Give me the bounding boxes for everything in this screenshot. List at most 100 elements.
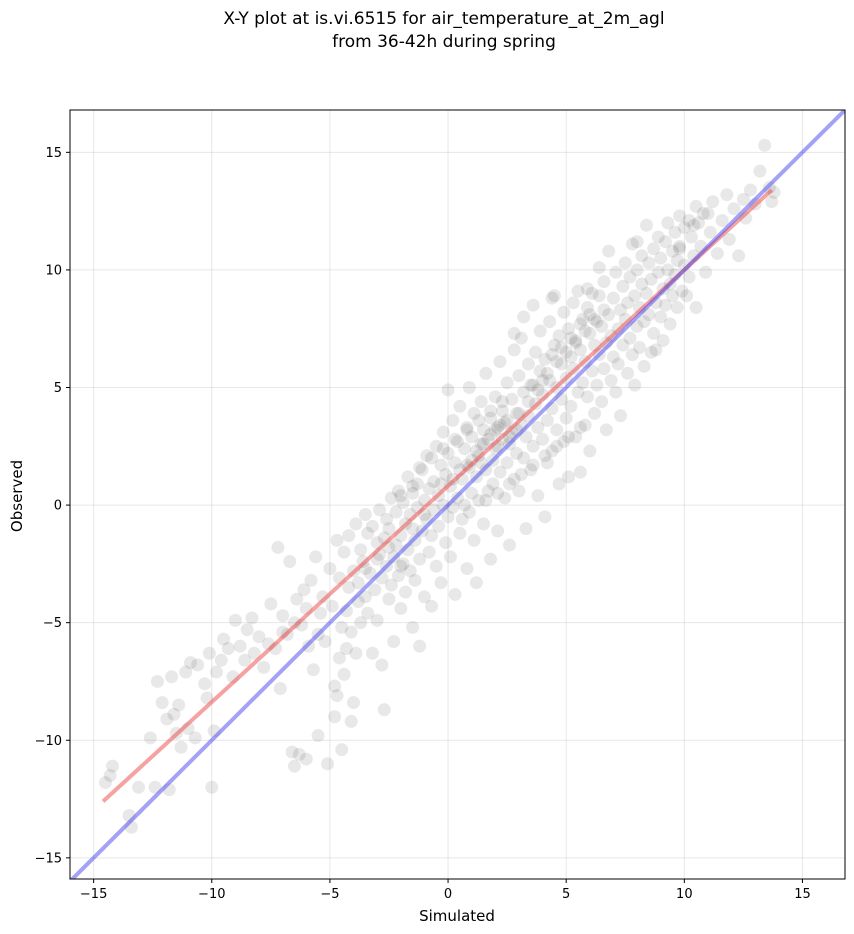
scatter-point [406, 486, 420, 500]
scatter-point [521, 409, 535, 423]
grid-lines [70, 110, 845, 879]
scatter-point [566, 296, 580, 310]
scatter-point [106, 759, 120, 773]
scatter-point [344, 714, 358, 728]
scatter-point [706, 195, 720, 209]
scatter-point [439, 536, 453, 550]
scatter-point [517, 451, 531, 465]
scatter-point [517, 385, 531, 399]
scatter-point [98, 776, 112, 790]
scatter-point [736, 192, 750, 206]
scatter-point [252, 630, 266, 644]
scatter-point [621, 366, 635, 380]
scatter-point [391, 484, 405, 498]
scatter-point [313, 606, 327, 620]
scatter-point [304, 573, 318, 587]
scatter-point [396, 557, 410, 571]
scatter-point [673, 239, 687, 253]
scatter-point [677, 221, 691, 235]
scatter-point [521, 357, 535, 371]
scatter-point [387, 634, 401, 648]
scatter-point [245, 611, 259, 625]
scatter-point [512, 369, 526, 383]
scatter-point [609, 265, 623, 279]
scatter-point [569, 430, 583, 444]
scatter-point [217, 632, 231, 646]
scatter-point [273, 682, 287, 696]
y-tick-label: −5 [43, 616, 62, 631]
scatter-point [344, 625, 358, 639]
scatter-point [361, 606, 375, 620]
scatter-point [394, 559, 408, 573]
scatter-point [406, 620, 420, 634]
scatter-point [488, 390, 502, 404]
scatter-point [658, 235, 672, 249]
y-tick-label: 0 [54, 499, 62, 514]
scatter-point [573, 420, 587, 434]
scatter-point [550, 355, 564, 369]
scatter-point [479, 366, 493, 380]
chart-title-line-1: X-Y plot at is.vi.6515 for air_temperatu… [223, 9, 664, 29]
scatter-point [536, 373, 550, 387]
scatter-point [349, 646, 363, 660]
scatter-point [743, 183, 757, 197]
scatter-point [484, 552, 498, 566]
scatter-point [453, 399, 467, 413]
scatter-point [373, 503, 387, 517]
scatter-point [476, 517, 490, 531]
scatter-point [585, 364, 599, 378]
scatter-point [628, 289, 642, 303]
scatter-point [323, 562, 337, 576]
axis-ticks: −15 −10 −5 0 5 10 15 −15 −10 −5 0 5 10 15 [35, 146, 811, 902]
scatter-point [484, 428, 498, 442]
x-tick-label: 15 [794, 887, 811, 902]
data-points [98, 138, 781, 834]
scatter-point [382, 592, 396, 606]
scatter-point [661, 263, 675, 277]
scatter-point [436, 425, 450, 439]
scatter-point [342, 580, 356, 594]
scatter-point [710, 246, 724, 260]
scatter-point [623, 331, 637, 345]
scatter-point [351, 576, 365, 590]
scatter-point [689, 199, 703, 213]
scatter-point [654, 310, 668, 324]
scatter-point [389, 505, 403, 519]
scatter-point [585, 286, 599, 300]
scatter-point [432, 519, 446, 533]
scatter-point [644, 345, 658, 359]
y-tick-label: 5 [54, 381, 62, 396]
scatter-point [283, 555, 297, 569]
scatter-point [602, 308, 616, 322]
scatter-point [247, 646, 261, 660]
scatter-point [467, 533, 481, 547]
scatter-point [732, 249, 746, 263]
scatter-point [569, 336, 583, 350]
scatter-point [614, 409, 628, 423]
y-tick-label: −10 [35, 734, 62, 749]
scatter-point [507, 326, 521, 340]
scatter-point [476, 437, 490, 451]
scatter-point [540, 413, 554, 427]
scatter-point [524, 378, 538, 392]
scatter-point [413, 552, 427, 566]
x-tick-label: −10 [198, 887, 225, 902]
scatter-point [271, 540, 285, 554]
scatter-point [606, 291, 620, 305]
scatter-point [377, 703, 391, 717]
scatter-point [505, 392, 519, 406]
scatter-point [526, 378, 540, 392]
scatter-point [550, 423, 564, 437]
scatter-point [519, 522, 533, 536]
scatter-point [644, 272, 658, 286]
scatter-point [573, 317, 587, 331]
scatter-point [604, 373, 618, 387]
scatter-point [401, 470, 415, 484]
scatter-point [184, 656, 198, 670]
scatter-point [455, 512, 469, 526]
scatter-point [493, 465, 507, 479]
scatter-point [417, 590, 431, 604]
scatter-point [354, 616, 368, 630]
scatter-point [696, 206, 710, 220]
